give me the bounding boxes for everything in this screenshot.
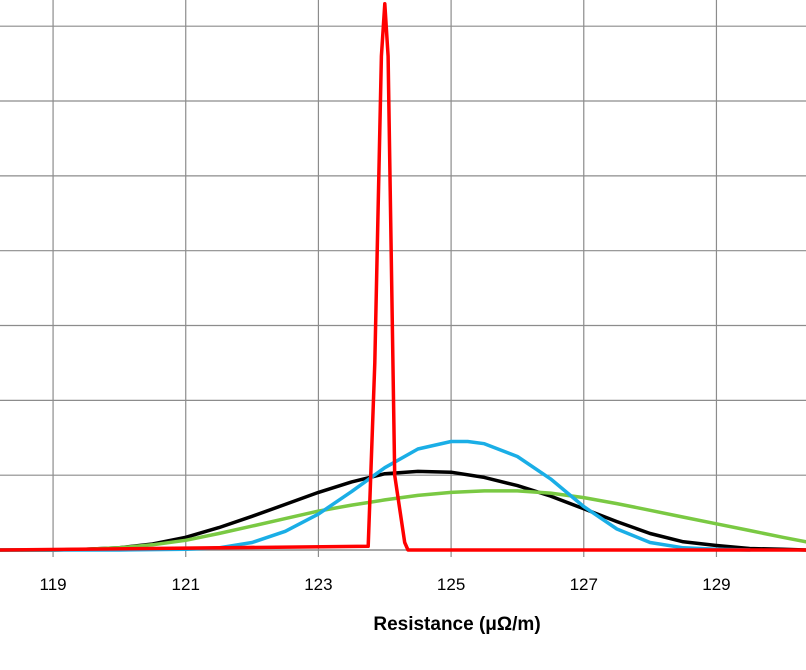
- x-tick-label-123: 123: [304, 575, 332, 594]
- series-line-2: [0, 489, 806, 552]
- x-tick-label-129: 129: [702, 575, 730, 594]
- x-tick-label-119: 119: [40, 575, 67, 594]
- gridlines: [0, 0, 806, 550]
- x-tick-label-127: 127: [570, 575, 598, 594]
- series-lines: [0, 1, 806, 552]
- x-tick-label-121: 121: [172, 575, 200, 594]
- tick-labels: 119 121 123 125 127 129: [40, 575, 731, 594]
- series-line-4: [0, 1, 806, 552]
- x-tick-label-125: 125: [437, 575, 465, 594]
- x-axis-title: Resistance (μΩ/m): [373, 614, 540, 635]
